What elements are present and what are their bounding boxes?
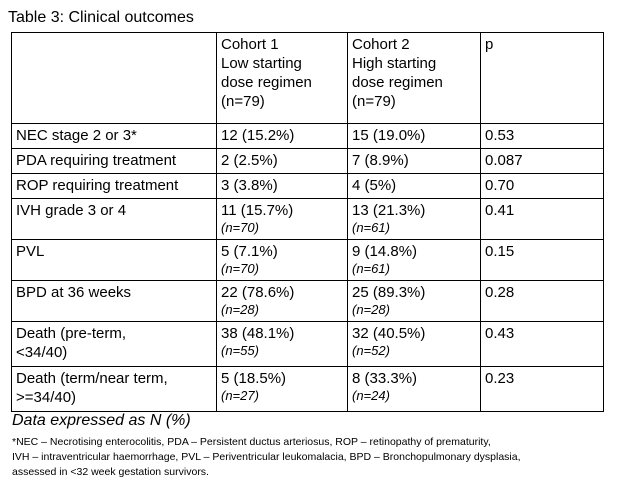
header-line: dose regimen — [221, 74, 312, 91]
table-title: Table 3: Clinical outcomes — [8, 9, 194, 26]
header-line: Cohort 2 — [352, 36, 410, 53]
cohort-2-value: 15 (19.0%) — [347, 123, 481, 149]
row-label: PVL — [11, 239, 217, 281]
row-label: Death (pre-term, <34/40) — [11, 321, 217, 367]
table-row: Death (term/near term, >=34/40) 5 (18.5%… — [11, 366, 604, 412]
p-value: 0.70 — [480, 173, 604, 199]
header-line: Low starting — [221, 55, 302, 72]
footnote-line: *NEC – Necrotising enterocolitis, PDA – … — [12, 436, 491, 448]
header-cell-p: p — [480, 32, 604, 124]
p-value: 0.43 — [480, 321, 604, 367]
p-value: 0.41 — [480, 198, 604, 240]
p-value: 0.28 — [480, 280, 604, 322]
row-label-line: <34/40) — [16, 344, 68, 361]
cohort-2-value: 7 (8.9%) — [347, 148, 481, 174]
cohort-2-value: 32 (40.5%) (n=52) — [347, 321, 481, 367]
header-line: (n=79) — [221, 93, 265, 110]
cohort-2-value: 25 (89.3%) (n=28) — [347, 280, 481, 322]
cohort-2-value: 13 (21.3%) (n=61) — [347, 198, 481, 240]
table-row: Death (pre-term, <34/40) 38 (48.1%) (n=55… — [11, 321, 604, 367]
abbreviations-footnote: *NEC – Necrotising enterocolitis, PDA – … — [12, 435, 612, 480]
header-line: High starting — [352, 55, 437, 72]
data-expression-note: Data expressed as N (%) — [12, 412, 191, 429]
row-label-line: Death (term/near term, — [16, 370, 168, 387]
cohort-1-value: 3 (3.8%) — [216, 173, 348, 199]
p-value: 0.087 — [480, 148, 604, 174]
p-value: 0.15 — [480, 239, 604, 281]
cohort-1-value: 38 (48.1%) (n=55) — [216, 321, 348, 367]
clinical-outcomes-table: Cohort 1 Low starting dose regimen (n=79… — [11, 32, 604, 412]
header-cell-cohort-1: Cohort 1 Low starting dose regimen (n=79… — [216, 32, 348, 124]
cohort-2-value: 4 (5%) — [347, 173, 481, 199]
table-row: BPD at 36 weeks 22 (78.6%) (n=28) 25 (89.… — [11, 280, 604, 322]
cohort-2-value: 9 (14.8%) (n=61) — [347, 239, 481, 281]
row-label: PDA requiring treatment — [11, 148, 217, 174]
row-label: IVH grade 3 or 4 — [11, 198, 217, 240]
row-label: Death (term/near term, >=34/40) — [11, 366, 217, 412]
cohort-2-value: 8 (33.3%) (n=24) — [347, 366, 481, 412]
table-row: IVH grade 3 or 4 11 (15.7%) (n=70) 13 (21… — [11, 198, 604, 240]
row-label: BPD at 36 weeks — [11, 280, 217, 322]
table-row: PDA requiring treatment 2 (2.5%) 7 (8.9%… — [11, 148, 604, 174]
cohort-1-value: 11 (15.7%) (n=70) — [216, 198, 348, 240]
row-label: ROP requiring treatment — [11, 173, 217, 199]
row-label: NEC stage 2 or 3* — [11, 123, 217, 149]
cohort-1-value: 5 (7.1%) (n=70) — [216, 239, 348, 281]
cohort-1-value: 2 (2.5%) — [216, 148, 348, 174]
table-header-row: Cohort 1 Low starting dose regimen (n=79… — [11, 32, 604, 124]
header-cell-blank — [11, 32, 217, 124]
row-label-line: Death (pre-term, — [16, 325, 127, 342]
table-row: NEC stage 2 or 3* 12 (15.2%) 15 (19.0%) … — [11, 123, 604, 149]
header-line: Cohort 1 — [221, 36, 279, 53]
header-line: (n=79) — [352, 93, 396, 110]
p-value: 0.53 — [480, 123, 604, 149]
table-row: ROP requiring treatment 3 (3.8%) 4 (5%) … — [11, 173, 604, 199]
row-label-line: >=34/40) — [16, 389, 77, 406]
cohort-1-value: 22 (78.6%) (n=28) — [216, 280, 348, 322]
header-line: dose regimen — [352, 74, 443, 91]
table-row: PVL 5 (7.1%) (n=70) 9 (14.8%) (n=61) 0.15 — [11, 239, 604, 281]
footnote-line: assessed in <32 week gestation survivors… — [12, 466, 209, 478]
cohort-1-value: 12 (15.2%) — [216, 123, 348, 149]
header-cell-cohort-2: Cohort 2 High starting dose regimen (n=7… — [347, 32, 481, 124]
footnote-line: IVH – intraventricular haemorrhage, PVL … — [12, 451, 521, 463]
p-value: 0.23 — [480, 366, 604, 412]
cohort-1-value: 5 (18.5%) (n=27) — [216, 366, 348, 412]
